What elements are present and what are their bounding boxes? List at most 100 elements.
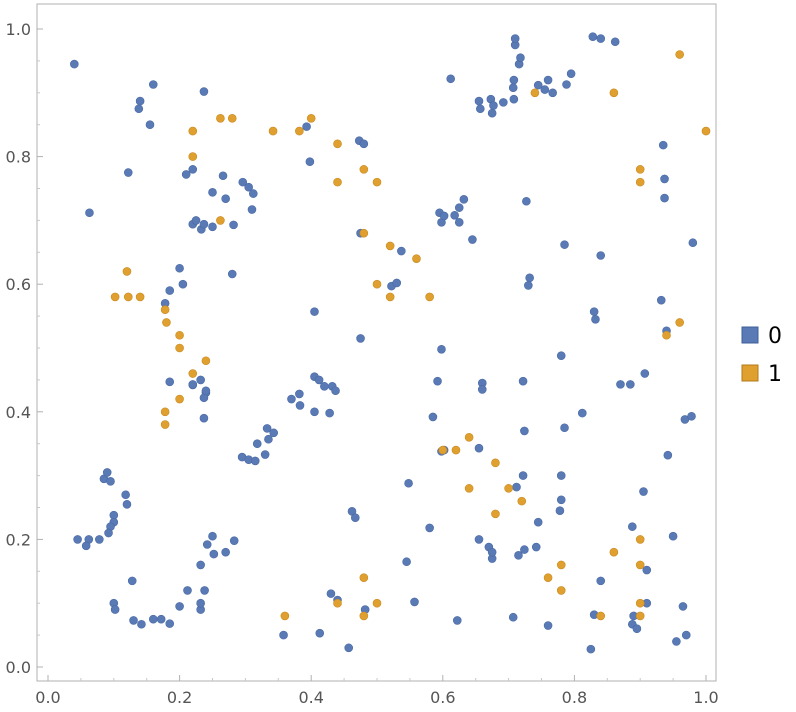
point-series-1 xyxy=(123,292,133,302)
point-series-0 xyxy=(252,439,262,449)
point-series-0 xyxy=(656,295,666,305)
point-series-0 xyxy=(196,375,205,385)
point-series-0 xyxy=(663,450,673,460)
point-series-1 xyxy=(504,484,513,493)
point-series-0 xyxy=(632,624,642,634)
point-series-0 xyxy=(474,443,484,453)
point-series-0 xyxy=(196,560,205,570)
point-series-0 xyxy=(295,401,305,410)
point-series-0 xyxy=(305,157,315,167)
point-series-1 xyxy=(175,394,184,404)
point-series-0 xyxy=(668,531,678,541)
point-series-0 xyxy=(452,616,462,625)
point-series-0 xyxy=(555,506,565,515)
point-series-1 xyxy=(188,369,198,378)
point-series-0 xyxy=(123,168,133,177)
point-series-0 xyxy=(450,210,459,220)
point-series-0 xyxy=(591,314,600,324)
point-series-1 xyxy=(359,165,369,174)
x-axis-ticks: 0.0 0.2 0.4 0.6 0.8 1.0 xyxy=(35,675,719,707)
point-series-0 xyxy=(533,517,543,527)
point-series-1 xyxy=(162,318,171,327)
point-series-0 xyxy=(392,278,402,288)
point-series-1 xyxy=(268,126,278,136)
point-series-1 xyxy=(701,126,711,136)
point-series-0 xyxy=(127,576,137,586)
point-series-1 xyxy=(635,611,645,621)
point-series-0 xyxy=(672,637,681,646)
point-series-1 xyxy=(543,573,553,582)
point-series-0 xyxy=(514,551,523,560)
point-series-0 xyxy=(208,222,217,232)
point-series-0 xyxy=(474,96,484,106)
y-tick-label: 1.0 xyxy=(6,20,31,39)
point-series-0 xyxy=(202,540,212,549)
point-series-0 xyxy=(560,240,569,249)
point-series-0 xyxy=(508,612,518,622)
point-series-0 xyxy=(589,307,599,316)
point-series-0 xyxy=(229,536,239,545)
point-series-1 xyxy=(372,598,382,608)
point-series-0 xyxy=(188,380,198,389)
legend: 01 xyxy=(741,324,782,387)
point-series-1 xyxy=(359,228,369,238)
point-series-0 xyxy=(425,523,434,533)
point-series-0 xyxy=(320,381,329,391)
point-series-0 xyxy=(85,208,94,218)
point-series-0 xyxy=(402,557,411,567)
point-series-0 xyxy=(459,195,469,204)
point-series-0 xyxy=(81,541,91,551)
point-series-0 xyxy=(687,411,696,421)
point-series-1 xyxy=(359,573,369,582)
point-series-1 xyxy=(425,292,434,302)
point-series-1 xyxy=(306,114,316,123)
point-series-0 xyxy=(295,389,304,399)
point-series-0 xyxy=(404,478,413,488)
point-series-1 xyxy=(372,177,382,187)
point-series-0 xyxy=(148,80,158,89)
point-series-0 xyxy=(134,104,144,114)
point-series-0 xyxy=(199,413,209,423)
point-series-0 xyxy=(520,426,529,436)
point-series-1 xyxy=(280,611,290,621)
point-series-0 xyxy=(489,101,498,110)
point-series-1 xyxy=(491,458,500,468)
point-series-0 xyxy=(356,334,365,343)
point-series-1 xyxy=(227,114,237,123)
point-series-0 xyxy=(586,644,596,654)
point-series-0 xyxy=(610,37,620,47)
point-series-1 xyxy=(556,560,566,570)
point-series-1 xyxy=(175,330,184,340)
point-series-0 xyxy=(512,482,521,492)
point-series-0 xyxy=(287,394,296,404)
point-series-0 xyxy=(688,238,698,248)
y-tick-label: 0.4 xyxy=(6,403,31,422)
point-series-1 xyxy=(216,114,225,123)
point-series-1 xyxy=(635,535,645,544)
point-series-1 xyxy=(175,343,184,353)
point-series-0 xyxy=(247,205,257,214)
point-series-0 xyxy=(437,344,446,354)
point-series-0 xyxy=(310,307,319,316)
point-series-0 xyxy=(577,408,587,418)
point-series-0 xyxy=(516,53,525,63)
point-series-0 xyxy=(359,139,369,149)
point-series-0 xyxy=(264,434,273,444)
point-series-0 xyxy=(556,351,566,360)
point-series-0 xyxy=(218,171,228,181)
point-series-0 xyxy=(560,423,569,433)
point-series-0 xyxy=(181,170,191,179)
point-series-0 xyxy=(524,281,533,290)
point-series-1 xyxy=(517,496,527,506)
point-series-0 xyxy=(531,542,541,552)
point-series-0 xyxy=(310,407,319,417)
point-series-0 xyxy=(73,535,82,544)
point-series-0 xyxy=(446,74,455,84)
y-tick-label: 0.0 xyxy=(6,658,31,677)
point-series-0 xyxy=(326,589,336,598)
point-series-0 xyxy=(520,545,529,554)
point-series-0 xyxy=(439,211,449,221)
point-series-1 xyxy=(635,165,645,174)
point-series-0 xyxy=(508,83,518,92)
point-series-0 xyxy=(660,174,669,184)
